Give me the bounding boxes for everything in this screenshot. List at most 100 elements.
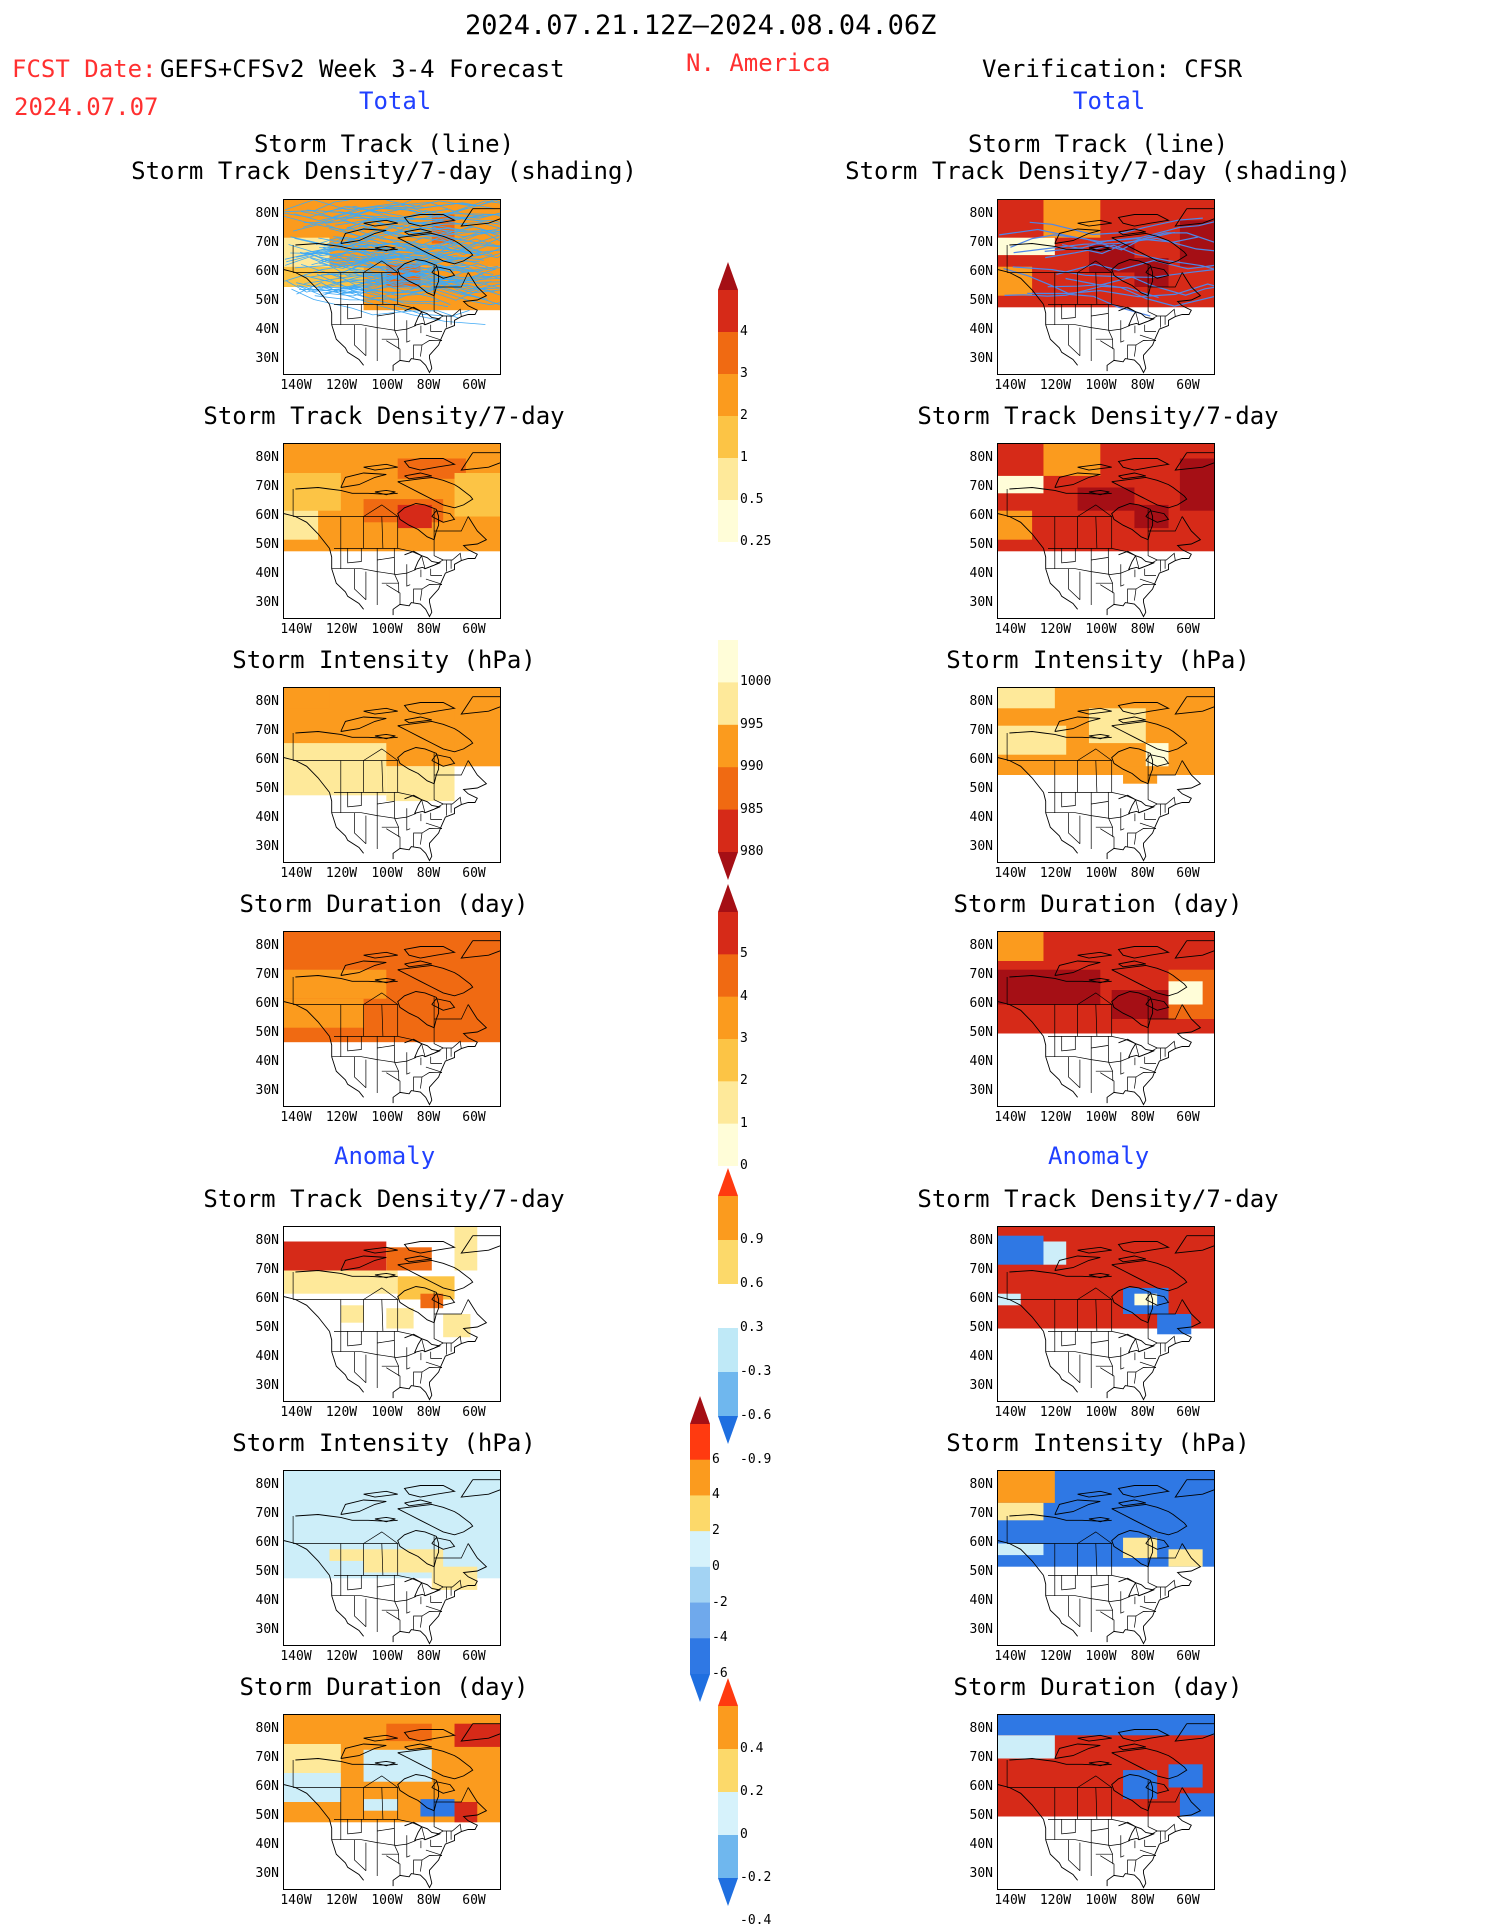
title-duration-anom-left: Storm Duration (day)	[239, 1673, 529, 1701]
lat-tick-label: 40N	[255, 1053, 279, 1069]
lat-tick-label: 40N	[969, 565, 993, 581]
colorbar-tick-label: -0.9	[740, 1452, 772, 1467]
lat-tick-label: 60N	[255, 507, 279, 523]
lat-tick-label: 40N	[255, 1348, 279, 1364]
lon-tick-label: 80W	[1130, 1110, 1155, 1125]
lat-tick-label: 80N	[969, 1232, 993, 1248]
lat-tick-label: 60N	[969, 263, 993, 279]
lon-tick-label: 100W	[371, 1110, 403, 1125]
colorbar-tick-label: 0.2	[740, 1784, 764, 1799]
lat-tick-label: 30N	[255, 594, 279, 610]
colorbar-tick-label: 1000	[740, 674, 772, 690]
lon-tick-label: 120W	[1039, 1405, 1072, 1420]
map-intensity-anom-right	[997, 1470, 1215, 1646]
map-duration-total-right	[997, 931, 1215, 1107]
colorbar-tick-label: 2	[740, 408, 748, 423]
map-intensity-total-right	[997, 687, 1215, 863]
lat-tick-label: 70N	[969, 1261, 993, 1277]
title-duration-total-right: Storm Duration (day)	[953, 890, 1243, 918]
lat-tick-label: 80N	[255, 937, 279, 953]
map-density-anom-left	[283, 1226, 501, 1402]
lat-tick-label: 50N	[969, 536, 993, 552]
colorbar-tick-label: 985	[740, 801, 764, 817]
lon-tick-label: 80W	[1130, 622, 1155, 637]
colorbar-intensity-total: 1000 995 990 985 980	[718, 640, 798, 880]
lat-tick-label: 50N	[255, 292, 279, 308]
lon-tick-label: 140W	[280, 1649, 312, 1664]
lat-tick-label: 40N	[969, 1348, 993, 1364]
lat-tick-label: 80N	[255, 449, 279, 465]
colorbar-tick-label: 995	[740, 716, 764, 732]
anomaly-label-right: Anomaly	[1048, 1142, 1150, 1170]
lon-tick-label: 100W	[371, 1649, 403, 1664]
lon-tick-label: 60W	[462, 1110, 486, 1125]
title-track-line-right: Storm Track (line)	[967, 130, 1229, 158]
map-duration-total-left	[283, 931, 501, 1107]
colorbar-duration-total: 5 4 3 2 1 0	[718, 884, 798, 1173]
lon-tick-label: 100W	[1085, 1893, 1117, 1908]
lon-tick-label: 60W	[1176, 1649, 1200, 1664]
map-duration-anom-right	[997, 1714, 1215, 1890]
lat-tick-label: 30N	[969, 1082, 993, 1098]
map-density-total-left	[283, 443, 501, 619]
lat-tick-label: 60N	[255, 751, 279, 767]
title-track-line-left: Storm Track (line)	[253, 130, 515, 158]
map-track-right	[997, 199, 1215, 375]
lat-tick-label: 70N	[969, 1749, 993, 1765]
lat-tick-label: 30N	[255, 1865, 279, 1881]
lon-tick-label: 60W	[462, 866, 486, 881]
lat-tick-label: 70N	[255, 722, 279, 738]
lon-tick-label: 120W	[325, 1110, 358, 1125]
lat-tick-label: 50N	[255, 1319, 279, 1335]
lat-tick-label: 30N	[255, 1621, 279, 1637]
lat-tick-label: 50N	[969, 1807, 993, 1823]
lat-tick-label: 70N	[969, 966, 993, 982]
lon-tick-label: 140W	[280, 1110, 312, 1125]
title-track-shading-left: Storm Track Density/7-day (shading)	[131, 157, 637, 185]
lon-tick-label: 120W	[325, 866, 358, 881]
lon-tick-label: 80W	[1130, 1405, 1155, 1420]
lat-tick-label: 30N	[255, 1082, 279, 1098]
colorbar-tick-label: 5	[740, 946, 748, 962]
lon-tick-label: 100W	[1085, 1405, 1117, 1420]
title-density-total-right: Storm Track Density/7-day	[917, 402, 1279, 430]
model-title: GEFS+CFSv2 Week 3-4 Forecast	[160, 55, 565, 83]
lat-tick-label: 50N	[255, 780, 279, 796]
lat-tick-label: 60N	[969, 995, 993, 1011]
lon-tick-label: 60W	[1176, 378, 1200, 393]
title-density-anom-left: Storm Track Density/7-day	[203, 1185, 565, 1213]
lat-tick-label: 30N	[255, 350, 279, 366]
fcst-date-label: FCST Date:	[12, 55, 157, 83]
lat-tick-label: 60N	[255, 1534, 279, 1550]
colorbar-tick-label: -6	[712, 1666, 728, 1681]
lon-tick-label: 120W	[1039, 1649, 1072, 1664]
total-label-right: Total	[1073, 87, 1146, 115]
lat-tick-label: 70N	[255, 1749, 279, 1765]
colorbar-tick-label: -0.3	[740, 1364, 772, 1379]
lon-tick-label: 60W	[462, 378, 486, 393]
title-intensity-total-right: Storm Intensity (hPa)	[946, 646, 1250, 674]
colorbar-tick-label: -0.2	[740, 1870, 772, 1885]
title-intensity-anom-right: Storm Intensity (hPa)	[946, 1429, 1250, 1457]
lat-tick-label: 70N	[969, 1505, 993, 1521]
lat-tick-label: 60N	[969, 507, 993, 523]
lon-tick-label: 60W	[1176, 1110, 1200, 1125]
lon-tick-label: 80W	[416, 1405, 441, 1420]
colorbar-tick-label: 0	[712, 1558, 720, 1574]
lat-tick-label: 50N	[255, 536, 279, 552]
lon-tick-label: 60W	[1176, 622, 1200, 637]
lon-tick-label: 80W	[416, 1893, 441, 1908]
lon-tick-label: 80W	[1130, 378, 1155, 393]
lon-tick-label: 100W	[1085, 866, 1117, 881]
lon-tick-label: 140W	[994, 378, 1026, 393]
lon-tick-label: 120W	[325, 378, 358, 393]
colorbar-intensity-anom: 6 4 2 0 -2 -4 -6	[690, 1396, 770, 1702]
lat-tick-label: 50N	[969, 780, 993, 796]
lon-tick-label: 60W	[462, 1405, 486, 1420]
lat-tick-label: 40N	[969, 321, 993, 337]
lat-tick-label: 80N	[969, 449, 993, 465]
lon-tick-label: 100W	[371, 1405, 403, 1420]
lat-tick-label: 30N	[969, 350, 993, 366]
lon-tick-label: 80W	[416, 1110, 441, 1125]
lat-tick-label: 80N	[255, 693, 279, 709]
